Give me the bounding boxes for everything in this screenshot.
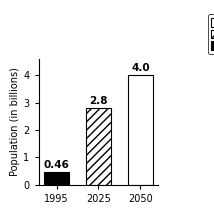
Text: 2.8: 2.8 <box>89 96 108 106</box>
Bar <box>86 108 111 185</box>
Bar <box>44 172 69 185</box>
Text: 0.46: 0.46 <box>44 160 70 170</box>
Y-axis label: Population (in billions): Population (in billions) <box>10 67 21 176</box>
Legend: 54 countries, 48 countries, 31 countries: 54 countries, 48 countries, 31 countries <box>208 14 214 54</box>
Bar <box>128 75 153 185</box>
Text: 4.0: 4.0 <box>131 63 150 73</box>
